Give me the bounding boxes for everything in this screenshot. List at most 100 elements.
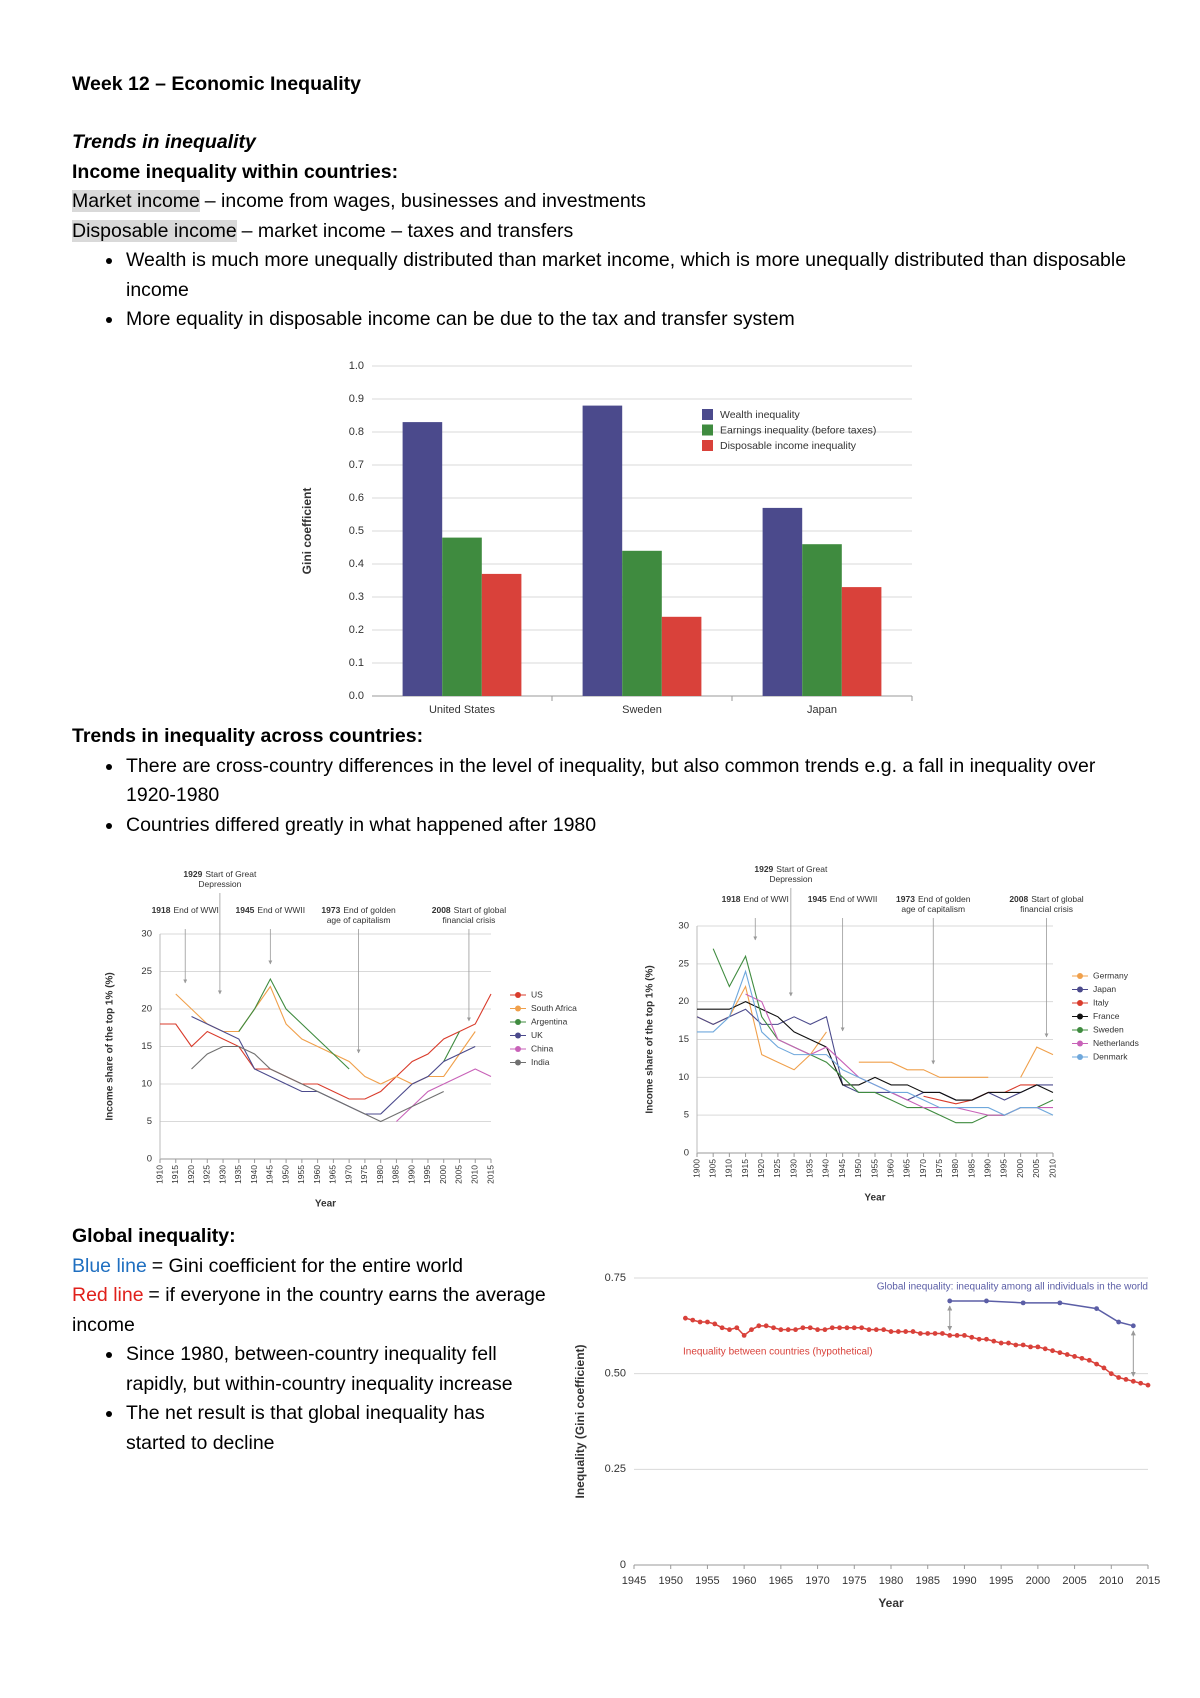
annotation-box: 1945 End of WWII xyxy=(799,894,887,904)
y-tick-label: 10 xyxy=(141,1079,152,1090)
bar xyxy=(442,537,482,696)
x-tick-label: 1950 xyxy=(658,1575,682,1587)
series-line xyxy=(685,1317,1149,1386)
y-tick-label: 0.6 xyxy=(349,492,364,504)
legend-dot xyxy=(515,1005,521,1012)
bullet: More equality in disposable income can b… xyxy=(124,305,1134,335)
legend-dot xyxy=(515,1019,521,1025)
y-tick-label: 0.9 xyxy=(349,393,364,405)
x-tick-label: 1980 xyxy=(879,1575,903,1587)
y-tick-label: 0 xyxy=(620,1559,626,1571)
heading: Income inequality within countries: xyxy=(72,160,399,183)
point xyxy=(712,1321,718,1327)
x-tick-label: 1945 xyxy=(622,1575,646,1587)
point xyxy=(756,1323,762,1329)
x-tick-label: 1945 xyxy=(837,1159,847,1178)
point xyxy=(962,1333,967,1338)
x-axis-label: Year xyxy=(864,1193,885,1204)
point xyxy=(829,1325,835,1331)
legend-label: Italy xyxy=(1093,997,1109,1007)
x-axis-label: Year xyxy=(878,1596,904,1610)
point xyxy=(1123,1377,1129,1382)
legend-swatch xyxy=(702,424,713,436)
annotation-year: 2008 xyxy=(1009,894,1029,904)
x-tick-label: 2000 xyxy=(438,1165,448,1184)
annotation: 1929 Start of Great Depression xyxy=(747,864,835,884)
annotation-year: 1973 xyxy=(321,905,341,915)
annotation-box: 2008 Start of global financial crisis xyxy=(1009,894,1083,914)
point xyxy=(1028,1344,1033,1350)
x-tick-label: 1985 xyxy=(966,1159,976,1178)
annotation-text: End of WWI xyxy=(743,894,789,904)
x-tick-label: 1920 xyxy=(186,1165,196,1184)
bar xyxy=(622,550,662,696)
section-title: Trends in inequality xyxy=(72,131,256,153)
x-tick-label: 1950 xyxy=(853,1159,863,1178)
point xyxy=(991,1338,997,1344)
point xyxy=(749,1327,754,1333)
x-tick-label: 2015 xyxy=(485,1165,495,1184)
y-axis-label: Income share of the top 1% (%) xyxy=(105,972,116,1120)
x-tick-label: 1995 xyxy=(999,1159,1009,1178)
definition-text: = if everyone in the country earns the a… xyxy=(72,1284,546,1336)
point xyxy=(888,1329,894,1334)
point xyxy=(1035,1344,1041,1350)
point xyxy=(940,1331,945,1336)
x-tick-label: 1995 xyxy=(989,1575,1013,1587)
point xyxy=(1094,1306,1099,1312)
definition-text: – income from wages, businesses and inve… xyxy=(204,190,646,212)
point xyxy=(954,1333,960,1338)
term: Blue line xyxy=(72,1254,147,1277)
x-tick-label: 1960 xyxy=(312,1165,322,1184)
annotation-box: 1929 Start of Great Depression xyxy=(747,864,835,884)
legend-label: Earnings inequality (before taxes) xyxy=(720,424,876,436)
point xyxy=(807,1325,813,1331)
bar xyxy=(661,616,702,696)
x-tick-label: 1965 xyxy=(328,1165,338,1184)
heading: Trends in inequality across countries: xyxy=(72,725,424,747)
annotation: 1945 End of WWII xyxy=(799,894,887,904)
annotation-year: 1945 xyxy=(807,894,827,904)
point xyxy=(1079,1355,1085,1361)
legend-dot xyxy=(515,1059,521,1066)
x-tick-label: 1910 xyxy=(724,1159,734,1178)
point xyxy=(969,1334,975,1340)
bullet-list: There are cross-country differences in t… xyxy=(72,752,1134,841)
point xyxy=(815,1327,820,1333)
legend-dot xyxy=(1077,1000,1083,1006)
definition: Market income – income from wages, busine… xyxy=(72,187,1162,217)
y-tick-label: 0.5 xyxy=(349,525,364,537)
series-line xyxy=(696,1008,1053,1101)
y-tick-label: 15 xyxy=(141,1041,152,1052)
definition: Red line = if everyone in the country ear… xyxy=(72,1281,547,1340)
point xyxy=(1086,1357,1092,1363)
y-tick-label: 0.25 xyxy=(605,1463,626,1475)
bar xyxy=(402,422,443,696)
annotation: 1929 Start of Great Depression xyxy=(176,869,264,889)
legend-label: Sweden xyxy=(1093,1024,1124,1034)
x-tick-label: 1925 xyxy=(202,1165,212,1184)
series-line xyxy=(712,948,1054,1124)
point xyxy=(683,1315,688,1321)
x-tick-label: 1990 xyxy=(952,1575,976,1587)
global-section: Global inequality: Blue line = Gini coeff… xyxy=(72,1222,547,1458)
point xyxy=(822,1327,828,1333)
x-tick-label: 1975 xyxy=(359,1165,369,1184)
x-tick-label: 1980 xyxy=(375,1165,385,1184)
legend-swatch xyxy=(702,440,713,451)
bar-chart: 0.0 0.1 0.2 0.3 0.4 0.5 0.6 0.7 0.8 0.9 1.0 Gini co… xyxy=(300,360,913,716)
bar xyxy=(762,507,803,696)
series-line xyxy=(238,977,460,1070)
legend-label: Wealth inequality xyxy=(720,409,801,421)
y-axis-label: Income share of the top 1% (%) xyxy=(645,965,656,1113)
y-axis-label: Gini coefficient xyxy=(300,488,314,575)
legend-label: Germany xyxy=(1093,970,1129,980)
bullet: There are cross-country differences in t… xyxy=(124,752,1134,811)
point xyxy=(727,1327,732,1333)
legend-label: UK xyxy=(531,1030,543,1040)
point xyxy=(1050,1348,1055,1354)
legend-dot xyxy=(1077,1027,1083,1033)
y-tick-label: 0.75 xyxy=(605,1272,626,1284)
legend-dot xyxy=(1077,973,1083,979)
legend-label: Denmark xyxy=(1093,1051,1128,1061)
